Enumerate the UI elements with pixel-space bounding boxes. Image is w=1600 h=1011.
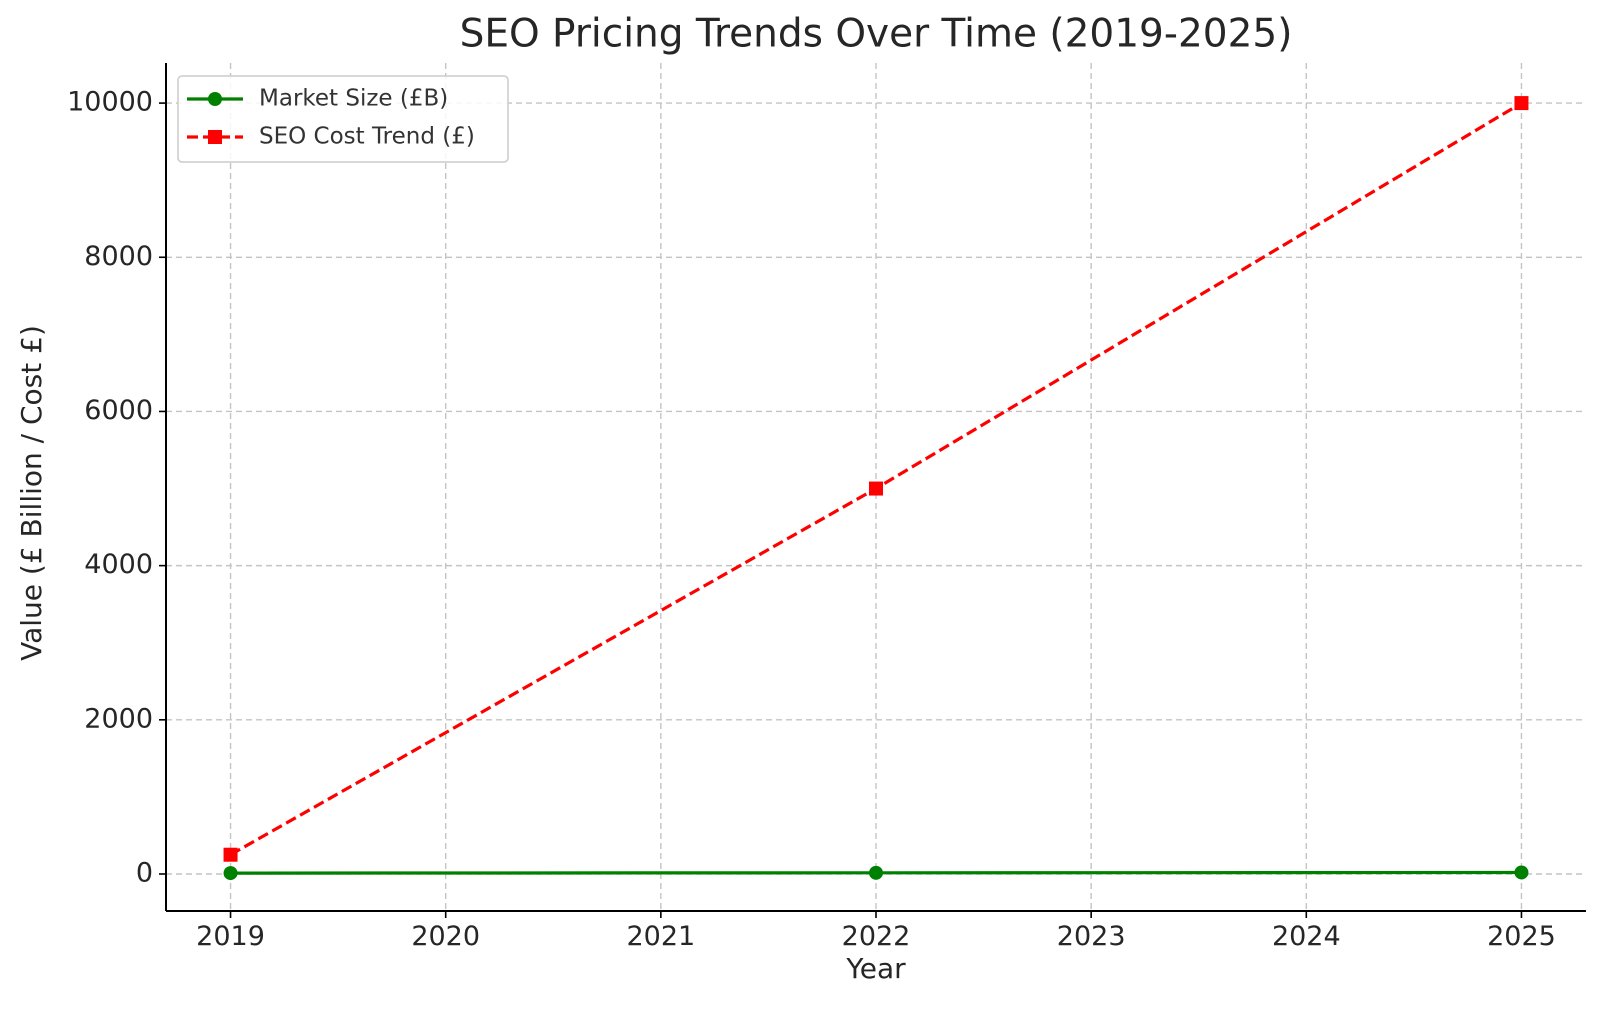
x-axis-label: Year — [845, 952, 906, 985]
y-tick-label: 0 — [136, 857, 153, 888]
legend-label: SEO Cost Trend (£) — [259, 124, 475, 150]
x-tick-label: 2024 — [1272, 921, 1341, 952]
y-tick-label: 4000 — [84, 549, 153, 580]
x-tick-label: 2021 — [626, 921, 695, 952]
legend: Market Size (£B) SEO Cost Trend (£) — [177, 75, 509, 163]
tick-labels: 2019 2020 2021 2022 2023 2024 2025 0 2000 4000 600… — [67, 87, 1556, 952]
y-tick-label: 10000 — [67, 87, 153, 118]
legend-label: Market Size (£B) — [259, 86, 448, 112]
y-tick-label: 6000 — [84, 395, 153, 426]
axes — [159, 63, 1586, 918]
x-tick-label: 2019 — [196, 921, 265, 952]
legend-box — [177, 75, 509, 163]
data-point-square — [1514, 96, 1529, 111]
x-tick-label: 2022 — [842, 921, 911, 952]
data-point-square — [223, 847, 238, 862]
y-axis-label: Value (£ Billion / Cost £) — [15, 325, 48, 661]
data-point-circle — [869, 865, 883, 880]
legend-marker-circle — [208, 92, 222, 106]
x-tick-label: 2020 — [411, 921, 480, 952]
data-point-circle — [1514, 865, 1529, 880]
x-tick-label: 2023 — [1057, 921, 1126, 952]
chart-title: SEO Pricing Trends Over Time (2019-2025) — [460, 12, 1293, 57]
legend-marker-square — [208, 130, 222, 144]
data-point-circle — [223, 866, 238, 881]
y-tick-label: 2000 — [84, 703, 153, 734]
series-group — [223, 96, 1529, 881]
x-tick-label: 2025 — [1487, 921, 1556, 952]
y-tick-label: 8000 — [84, 241, 153, 272]
data-point-square — [869, 481, 883, 496]
